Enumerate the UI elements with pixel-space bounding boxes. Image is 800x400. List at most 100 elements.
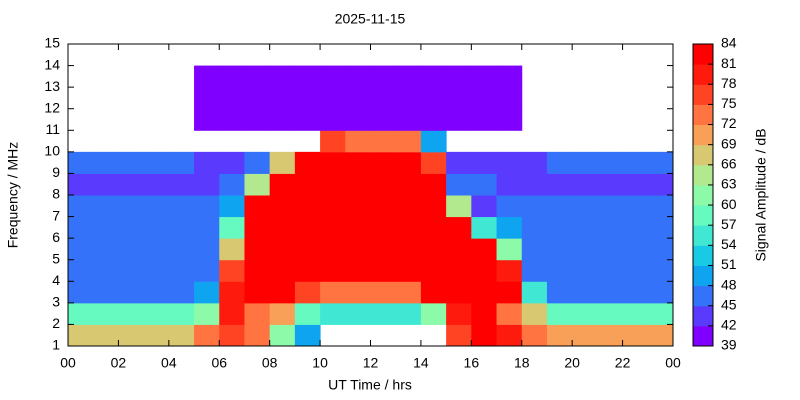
heat-cell	[446, 281, 472, 304]
y-tick-label: 7	[52, 207, 60, 223]
y-tick-label: 3	[52, 294, 60, 310]
heat-cell	[93, 259, 119, 282]
x-tick-label: 08	[262, 355, 278, 371]
heat-cell	[93, 151, 119, 174]
heat-cell	[496, 173, 523, 196]
heat-cell	[269, 87, 296, 110]
heat-cell	[546, 151, 573, 174]
colorbar-band	[693, 325, 713, 347]
heat-cell	[521, 324, 548, 347]
x-tick-label: 02	[111, 355, 127, 371]
heat-cell	[93, 324, 119, 347]
heat-cell	[219, 108, 245, 131]
heat-cell	[521, 195, 548, 218]
heat-cell	[93, 281, 119, 304]
heat-cell	[294, 65, 321, 88]
heat-cell	[219, 259, 245, 282]
heat-cell	[546, 173, 573, 196]
heat-cell	[118, 302, 145, 325]
colorbar-tick-label: 60	[721, 196, 737, 212]
heat-cell	[446, 173, 472, 196]
heat-cell	[622, 173, 649, 196]
heat-cell	[647, 173, 674, 196]
y-tick-label: 2	[52, 315, 60, 331]
heat-cell	[219, 195, 245, 218]
colorbar-band	[693, 124, 713, 146]
colorbar-band	[693, 144, 713, 166]
heat-cell	[597, 281, 624, 304]
heat-cell	[370, 173, 397, 196]
y-tick-label: 5	[52, 250, 60, 266]
heat-cell	[244, 302, 271, 325]
heat-cell	[269, 259, 296, 282]
heat-cell	[395, 151, 422, 174]
heat-cell	[471, 302, 498, 325]
heat-cell	[420, 259, 447, 282]
heat-cell	[244, 87, 271, 110]
y-tick-label: 6	[52, 229, 60, 245]
x-tick-label: 06	[211, 355, 227, 371]
y-tick-label: 8	[52, 186, 60, 202]
heat-cell	[269, 195, 296, 218]
heat-cell	[244, 173, 271, 196]
heat-cell	[118, 238, 145, 261]
heat-cell	[471, 87, 498, 110]
heat-cell	[320, 173, 346, 196]
heat-cell	[93, 195, 119, 218]
colorbar-band	[693, 305, 713, 327]
heat-cell	[546, 216, 573, 239]
heat-cell	[546, 238, 573, 261]
colorbar-band	[693, 245, 713, 266]
heat-cell	[143, 195, 170, 218]
heat-cell	[168, 324, 195, 347]
colorbar-band	[693, 44, 713, 65]
colorbar-tick-label: 48	[721, 276, 737, 292]
heat-cell	[471, 238, 498, 261]
heat-cell	[93, 173, 119, 196]
heat-cell	[118, 216, 145, 239]
heat-cell	[370, 302, 397, 325]
x-tick-label: 16	[464, 355, 480, 371]
heat-cell	[395, 130, 422, 153]
heat-cell	[320, 216, 346, 239]
heat-cell	[143, 302, 170, 325]
heat-cell	[622, 151, 649, 174]
heat-cell	[395, 173, 422, 196]
heat-cell	[572, 173, 598, 196]
heat-cell	[320, 259, 346, 282]
heat-cell	[194, 238, 220, 261]
heat-cell	[546, 195, 573, 218]
heat-cell	[244, 281, 271, 304]
heat-cell	[294, 173, 321, 196]
colorbar-band	[693, 205, 713, 226]
heat-cell	[118, 281, 145, 304]
heat-cell	[244, 108, 271, 131]
heat-cell	[320, 281, 346, 304]
heat-cell	[446, 195, 472, 218]
heat-cell	[370, 65, 397, 88]
y-tick-label: 4	[52, 272, 60, 288]
heat-cell	[521, 238, 548, 261]
x-tick-label: 18	[514, 355, 530, 371]
y-tick-label: 12	[44, 99, 60, 115]
heat-cell	[194, 259, 220, 282]
heat-cell	[143, 173, 170, 196]
heat-cell	[345, 151, 371, 174]
heat-cell	[269, 302, 296, 325]
heat-cell	[622, 324, 649, 347]
heat-cell	[496, 151, 523, 174]
heat-cell	[320, 302, 346, 325]
heat-cell	[370, 151, 397, 174]
heat-cell	[320, 195, 346, 218]
heat-cell	[93, 216, 119, 239]
heat-cell	[194, 151, 220, 174]
heat-cell	[194, 173, 220, 196]
x-tick-label: 20	[564, 355, 580, 371]
heat-cell	[622, 259, 649, 282]
heat-cell	[370, 108, 397, 131]
heat-cell	[622, 238, 649, 261]
heat-cell	[572, 238, 598, 261]
heat-cell	[320, 130, 346, 153]
heat-cell	[446, 151, 472, 174]
